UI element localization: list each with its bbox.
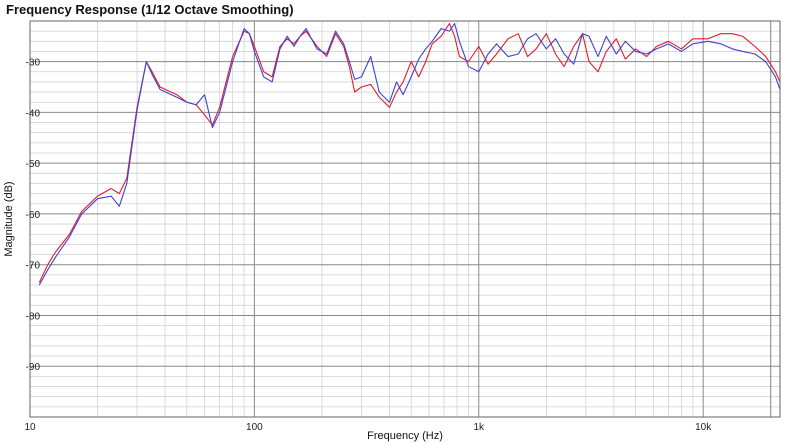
y-tick-label: -30	[26, 58, 41, 69]
series-group	[38, 22, 781, 286]
major-grid	[29, 21, 780, 418]
y-tick-label: -70	[26, 261, 41, 272]
plot-area-background	[30, 21, 780, 417]
chart-title: Frequency Response (1/12 Octave Smoothin…	[6, 2, 294, 17]
y-tick-label: -50	[26, 159, 41, 170]
y-tick-label: -90	[26, 362, 41, 373]
series-line-2	[38, 22, 781, 286]
y-tick-label: -40	[26, 108, 41, 119]
x-tick-label: 10k	[695, 422, 712, 433]
x-tick-label: 1k	[473, 422, 485, 433]
series-line-1	[38, 22, 781, 283]
y-tick-labels: -30 -40 -50 -60 -70 -80 -90	[26, 58, 41, 374]
x-tick-labels: 10 100 1k 10k	[24, 422, 712, 433]
y-tick-label: -60	[26, 210, 41, 221]
x-axis-label: Frequency (Hz)	[367, 430, 443, 442]
minor-grid	[30, 20, 780, 417]
y-axis-label: Magnitude (dB)	[3, 181, 15, 256]
plot-frame	[29, 20, 781, 418]
x-tick-label: 10	[24, 422, 36, 433]
y-tick-label: -80	[26, 311, 41, 322]
x-tick-label: 100	[246, 422, 263, 433]
